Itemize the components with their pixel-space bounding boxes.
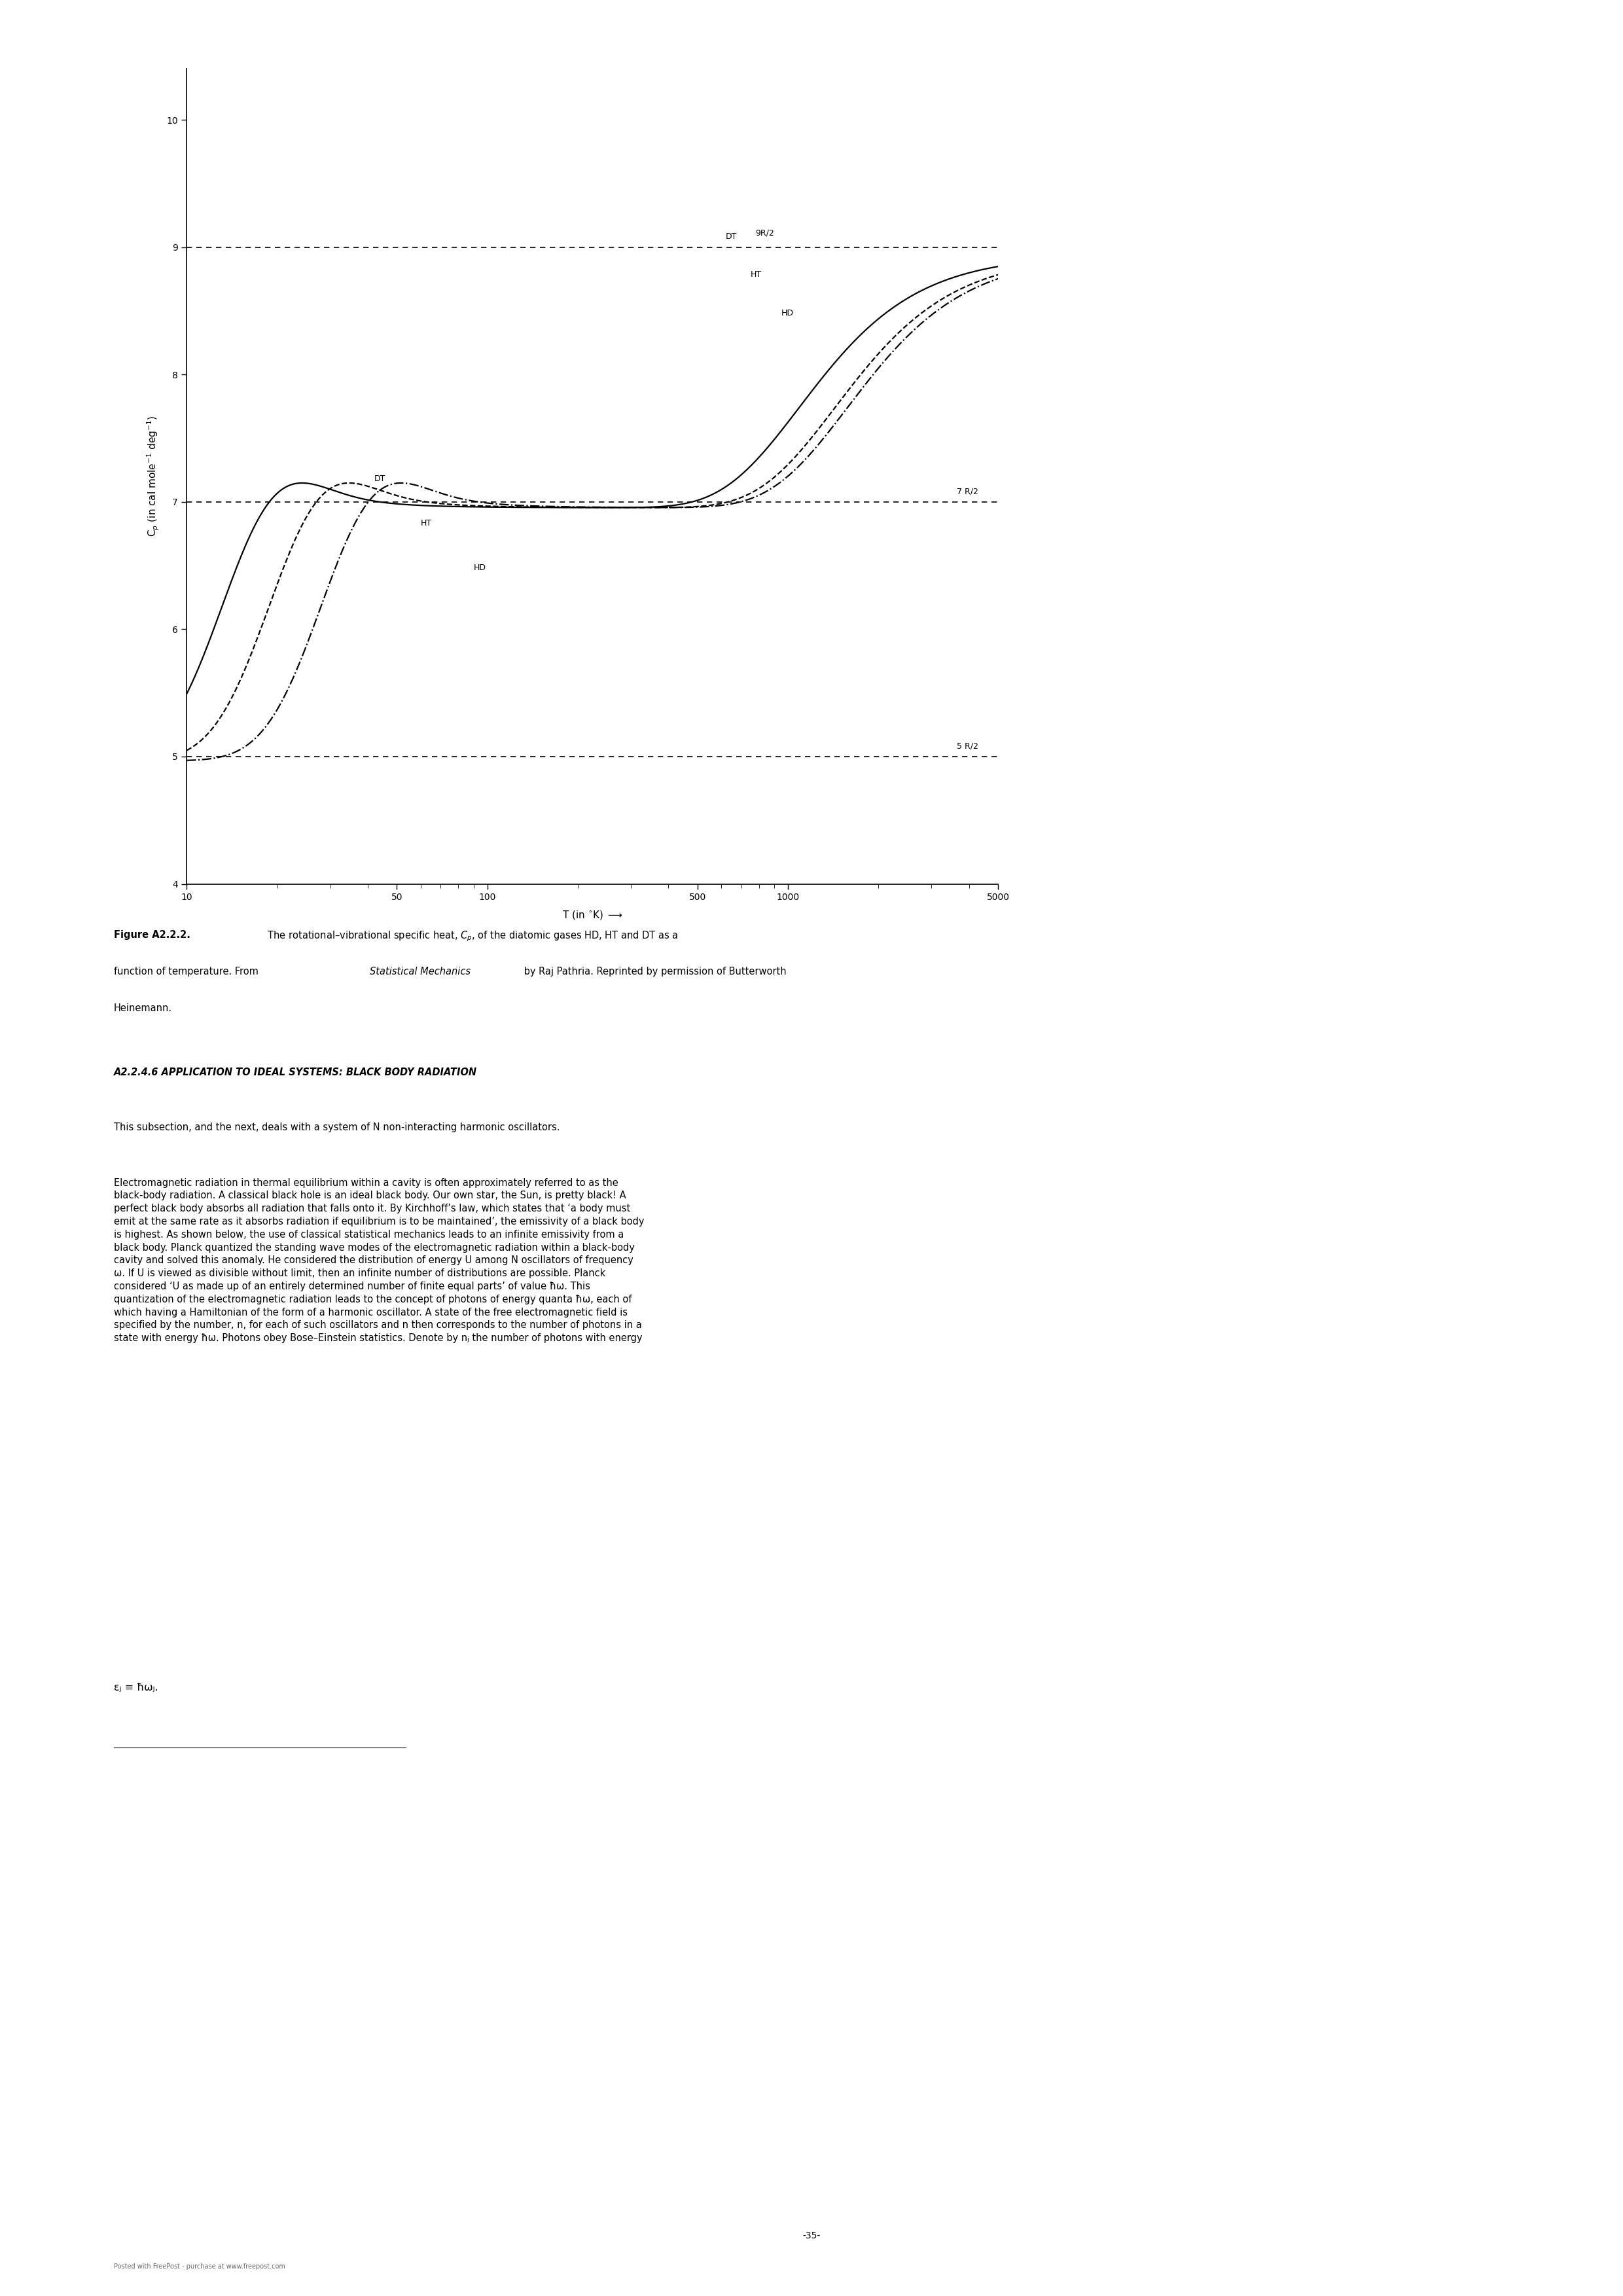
Y-axis label: C$_p$ (in cal mole$^{-1}$ deg$^{-1}$): C$_p$ (in cal mole$^{-1}$ deg$^{-1}$) (146, 416, 161, 537)
Text: 7 R/2: 7 R/2 (958, 487, 979, 496)
Text: The rotational–vibrational specific heat, $C_p$, of the diatomic gases HD, HT an: The rotational–vibrational specific heat… (265, 930, 678, 944)
Text: by Raj Pathria. Reprinted by permission of Butterworth: by Raj Pathria. Reprinted by permission … (521, 967, 787, 976)
Text: Posted with FreePost - purchase at www.freepost.com: Posted with FreePost - purchase at www.f… (114, 2264, 286, 2271)
Text: 9R/2: 9R/2 (756, 230, 774, 236)
Text: εⱼ ≡ ħωⱼ.: εⱼ ≡ ħωⱼ. (114, 1683, 157, 1692)
Text: Heinemann.: Heinemann. (114, 1003, 172, 1013)
Text: Figure A2.2.2.: Figure A2.2.2. (114, 930, 190, 939)
Text: HD: HD (474, 563, 485, 572)
Text: HD: HD (781, 308, 794, 317)
Text: function of temperature. From: function of temperature. From (114, 967, 261, 976)
Text: DT: DT (725, 232, 737, 241)
Text: A2.2.4.6 APPLICATION TO IDEAL SYSTEMS: BLACK BODY RADIATION: A2.2.4.6 APPLICATION TO IDEAL SYSTEMS: B… (114, 1068, 477, 1077)
Text: HT: HT (420, 519, 432, 528)
Text: Statistical Mechanics: Statistical Mechanics (370, 967, 471, 976)
Text: 5 R/2: 5 R/2 (958, 742, 979, 751)
Text: DT: DT (373, 475, 385, 482)
X-axis label: T (in $^{\circ}$K) $\longrightarrow$: T (in $^{\circ}$K) $\longrightarrow$ (562, 909, 623, 921)
Text: Electromagnetic radiation in thermal equilibrium within a cavity is often approx: Electromagnetic radiation in thermal equ… (114, 1178, 644, 1343)
Text: HT: HT (750, 271, 761, 280)
Text: -35-: -35- (803, 2232, 820, 2241)
Text: This subsection, and the next, deals with a system of N non-interacting harmonic: This subsection, and the next, deals wit… (114, 1123, 560, 1132)
